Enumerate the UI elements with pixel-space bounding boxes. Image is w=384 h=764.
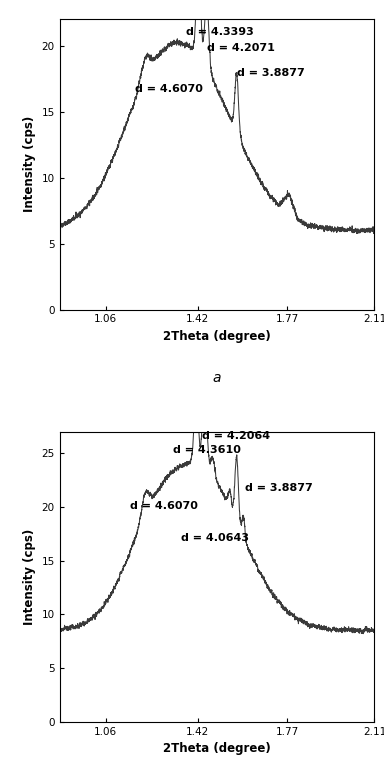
Text: d = 4.2071: d = 4.2071 [207, 43, 275, 53]
Y-axis label: Intensity (cps): Intensity (cps) [23, 529, 36, 625]
Text: d = 3.8877: d = 3.8877 [237, 68, 305, 78]
Text: d = 3.8877: d = 3.8877 [245, 483, 313, 493]
Text: d = 4.6070: d = 4.6070 [135, 84, 203, 94]
Y-axis label: Intensity (cps): Intensity (cps) [23, 116, 36, 212]
Text: d = 4.3393: d = 4.3393 [186, 27, 254, 37]
Text: d = 4.0643: d = 4.0643 [181, 533, 249, 543]
Text: d = 4.2064: d = 4.2064 [202, 431, 270, 441]
Text: a: a [213, 371, 221, 384]
X-axis label: 2Theta (degree): 2Theta (degree) [163, 330, 271, 343]
Text: d = 4.3610: d = 4.3610 [174, 445, 241, 455]
X-axis label: 2Theta (degree): 2Theta (degree) [163, 743, 271, 756]
Text: d = 4.6070: d = 4.6070 [130, 501, 198, 511]
